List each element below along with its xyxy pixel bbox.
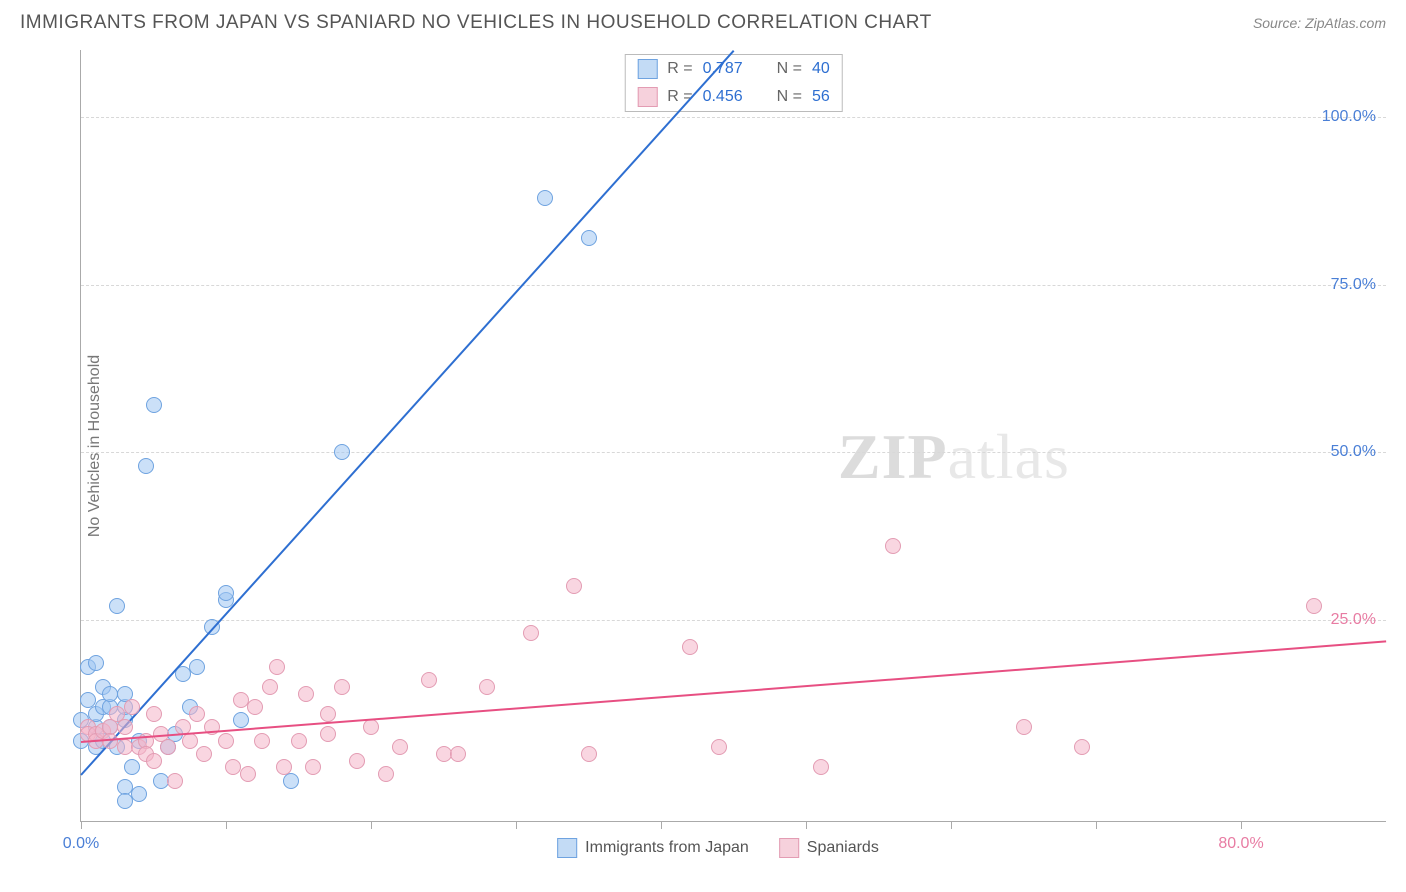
data-point [349, 753, 365, 769]
data-point [1306, 598, 1322, 614]
data-point [320, 706, 336, 722]
gridline [81, 452, 1386, 453]
correlation-legend: R = 0.787N = 40R = 0.456 N = 56 [624, 54, 843, 112]
data-point [189, 706, 205, 722]
trend-line [81, 640, 1386, 743]
data-point [196, 746, 212, 762]
gridline [81, 620, 1386, 621]
data-point [581, 746, 597, 762]
x-tick [1096, 821, 1097, 829]
x-tick [81, 821, 82, 829]
series-legend-label: Immigrants from Japan [585, 839, 749, 857]
data-point [160, 739, 176, 755]
chart-title: IMMIGRANTS FROM JAPAN VS SPANIARD NO VEH… [20, 12, 932, 34]
x-tick-label: 80.0% [1218, 835, 1263, 853]
data-point [189, 659, 205, 675]
chart-header: IMMIGRANTS FROM JAPAN VS SPANIARD NO VEH… [0, 0, 1406, 42]
chart-container: IMMIGRANTS FROM JAPAN VS SPANIARD NO VEH… [0, 0, 1406, 892]
n-value: 56 [812, 88, 830, 106]
data-point [291, 733, 307, 749]
n-value: 40 [812, 60, 830, 78]
data-point [146, 753, 162, 769]
data-point [813, 759, 829, 775]
correlation-legend-row: R = 0.456N = 56 [625, 83, 842, 111]
legend-swatch [637, 59, 657, 79]
n-label: N = [777, 60, 802, 78]
watermark-atlas: atlas [948, 421, 1070, 492]
data-point [124, 759, 140, 775]
data-point [334, 444, 350, 460]
trend-line [80, 50, 734, 775]
data-point [218, 733, 234, 749]
n-label: N = [777, 88, 802, 106]
data-point [138, 458, 154, 474]
data-point [88, 655, 104, 671]
correlation-legend-row: R = 0.787N = 40 [625, 55, 842, 83]
y-tick-label: 100.0% [1322, 108, 1376, 126]
data-point [1074, 739, 1090, 755]
data-point [421, 672, 437, 688]
data-point [378, 766, 394, 782]
data-point [298, 686, 314, 702]
legend-swatch [557, 838, 577, 858]
data-point [124, 699, 140, 715]
r-label: R = [667, 60, 692, 78]
data-point [247, 699, 263, 715]
series-legend-item: Spaniards [779, 838, 879, 858]
data-point [254, 733, 270, 749]
data-point [1016, 719, 1032, 735]
data-point [334, 679, 350, 695]
series-legend: Immigrants from Japan Spaniards [557, 838, 879, 858]
data-point [479, 679, 495, 695]
chart-source: Source: ZipAtlas.com [1253, 15, 1386, 31]
data-point [320, 726, 336, 742]
data-point [146, 706, 162, 722]
data-point [262, 679, 278, 695]
data-point [117, 719, 133, 735]
y-tick-label: 75.0% [1331, 276, 1376, 294]
series-legend-item: Immigrants from Japan [557, 838, 749, 858]
data-point [392, 739, 408, 755]
data-point [167, 773, 183, 789]
data-point [146, 397, 162, 413]
x-tick [1241, 821, 1242, 829]
gridline [81, 117, 1386, 118]
x-tick [951, 821, 952, 829]
legend-swatch [779, 838, 799, 858]
data-point [131, 786, 147, 802]
plot-area: ZIPatlas R = 0.787N = 40R = 0.456N = 56 … [80, 50, 1386, 822]
data-point [305, 759, 321, 775]
data-point [218, 585, 234, 601]
watermark-zip: ZIP [838, 421, 948, 492]
watermark: ZIPatlas [838, 420, 1070, 494]
x-tick-label: 0.0% [63, 835, 99, 853]
data-point [566, 578, 582, 594]
x-tick [661, 821, 662, 829]
data-point [363, 719, 379, 735]
data-point [523, 625, 539, 641]
series-legend-label: Spaniards [807, 839, 879, 857]
chart-area: ZIPatlas R = 0.787N = 40R = 0.456N = 56 … [50, 50, 1386, 862]
data-point [682, 639, 698, 655]
gridline [81, 285, 1386, 286]
data-point [276, 759, 292, 775]
data-point [450, 746, 466, 762]
data-point [537, 190, 553, 206]
data-point [711, 739, 727, 755]
y-tick-label: 50.0% [1331, 443, 1376, 461]
data-point [109, 598, 125, 614]
legend-swatch [637, 87, 657, 107]
x-tick [371, 821, 372, 829]
data-point [885, 538, 901, 554]
r-value: 0.456 [703, 88, 743, 106]
x-tick [806, 821, 807, 829]
x-tick [516, 821, 517, 829]
data-point [269, 659, 285, 675]
data-point [581, 230, 597, 246]
data-point [233, 712, 249, 728]
y-tick-label: 25.0% [1331, 611, 1376, 629]
data-point [240, 766, 256, 782]
x-tick [226, 821, 227, 829]
